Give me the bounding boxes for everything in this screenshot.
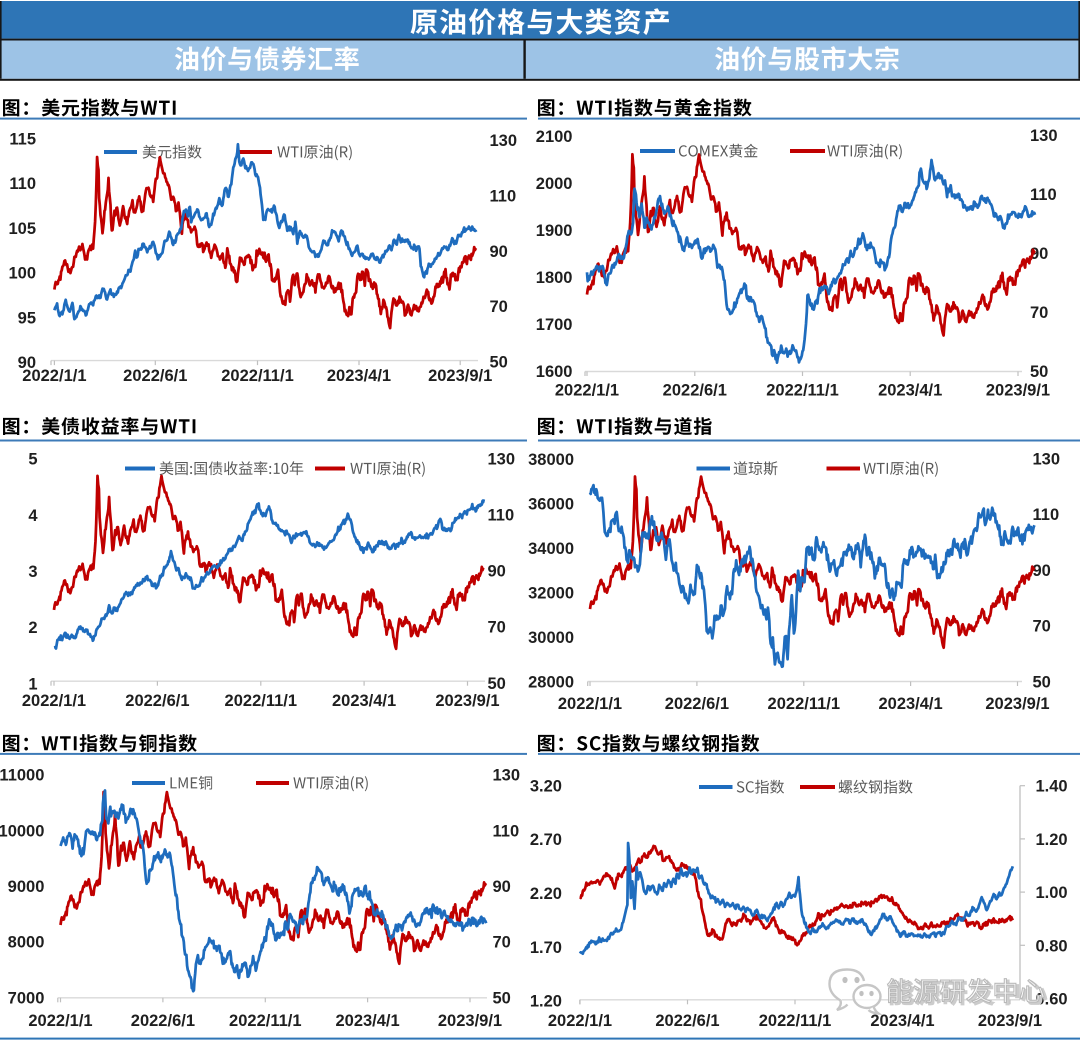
svg-text:5: 5 <box>28 451 37 469</box>
svg-text:8000: 8000 <box>8 934 45 952</box>
svg-text:11000: 11000 <box>0 767 44 785</box>
svg-text:2023/9/1: 2023/9/1 <box>986 382 1050 400</box>
svg-text:3: 3 <box>28 563 37 581</box>
svg-text:1800: 1800 <box>536 269 573 287</box>
svg-text:2022/6/1: 2022/6/1 <box>665 695 729 713</box>
svg-text:90: 90 <box>1030 245 1048 263</box>
svg-text:2023/4/1: 2023/4/1 <box>327 367 391 385</box>
svg-text:2022/1/1: 2022/1/1 <box>548 1012 612 1030</box>
svg-text:2023/9/1: 2023/9/1 <box>985 695 1049 713</box>
svg-text:110: 110 <box>493 822 520 840</box>
svg-text:9000: 9000 <box>8 878 45 896</box>
svg-text:50: 50 <box>493 989 511 1007</box>
svg-text:10000: 10000 <box>0 822 44 840</box>
svg-text:1.20: 1.20 <box>1036 831 1068 849</box>
svg-text:30000: 30000 <box>528 629 574 647</box>
svg-text:36000: 36000 <box>528 496 574 514</box>
svg-text:2022/11/1: 2022/11/1 <box>225 692 298 710</box>
svg-text:2022/6/1: 2022/6/1 <box>123 367 187 385</box>
svg-text:2023/9/1: 2023/9/1 <box>428 367 492 385</box>
svg-text:50: 50 <box>488 675 506 693</box>
svg-text:105: 105 <box>8 220 36 238</box>
svg-text:2022/11/1: 2022/11/1 <box>221 367 294 385</box>
svg-text:115: 115 <box>9 131 36 149</box>
svg-text:2: 2 <box>28 619 37 637</box>
svg-text:4: 4 <box>28 507 38 525</box>
svg-text:2022/6/1: 2022/6/1 <box>125 692 189 710</box>
svg-text:2100: 2100 <box>536 128 573 146</box>
svg-text:1: 1 <box>28 675 37 693</box>
svg-text:130: 130 <box>493 767 521 785</box>
svg-text:2000: 2000 <box>536 175 573 193</box>
svg-text:2023/9/1: 2023/9/1 <box>978 1012 1042 1030</box>
svg-text:70: 70 <box>490 298 508 316</box>
svg-text:2022/11/1: 2022/11/1 <box>229 1012 302 1030</box>
svg-text:2023/4/1: 2023/4/1 <box>335 1012 399 1030</box>
svg-text:2023/4/1: 2023/4/1 <box>870 1012 934 1030</box>
svg-text:110: 110 <box>1030 186 1057 204</box>
svg-text:2022/6/1: 2022/6/1 <box>131 1012 195 1030</box>
svg-text:2022/1/1: 2022/1/1 <box>555 382 619 400</box>
svg-text:1600: 1600 <box>536 363 573 381</box>
svg-text:90: 90 <box>493 878 511 896</box>
svg-text:28000: 28000 <box>528 673 574 691</box>
svg-text:1700: 1700 <box>536 316 573 334</box>
svg-text:2023/9/1: 2023/9/1 <box>438 1012 502 1030</box>
svg-text:1.40: 1.40 <box>1036 778 1068 796</box>
svg-text:110: 110 <box>1033 506 1060 524</box>
svg-text:2023/4/1: 2023/4/1 <box>878 695 942 713</box>
svg-text:2022/11/1: 2022/11/1 <box>768 695 841 713</box>
svg-text:70: 70 <box>1033 618 1051 636</box>
svg-text:50: 50 <box>1033 673 1051 691</box>
svg-text:2022/1/1: 2022/1/1 <box>22 367 86 385</box>
svg-text:70: 70 <box>1030 304 1048 322</box>
svg-text:90: 90 <box>18 354 36 372</box>
svg-text:1.70: 1.70 <box>530 939 562 957</box>
svg-text:2023/9/1: 2023/9/1 <box>435 692 499 710</box>
svg-text:2022/1/1: 2022/1/1 <box>558 695 622 713</box>
svg-text:2022/1/1: 2022/1/1 <box>22 692 86 710</box>
svg-text:2022/11/1: 2022/11/1 <box>759 1012 832 1030</box>
svg-text:110: 110 <box>490 187 517 205</box>
svg-text:130: 130 <box>490 132 518 150</box>
svg-text:100: 100 <box>8 265 36 283</box>
svg-text:38000: 38000 <box>528 451 574 469</box>
svg-text:32000: 32000 <box>528 585 574 603</box>
svg-text:90: 90 <box>1033 562 1051 580</box>
svg-text:50: 50 <box>490 354 508 372</box>
svg-text:130: 130 <box>488 450 516 468</box>
svg-text:2022/6/1: 2022/6/1 <box>655 1012 719 1030</box>
svg-text:130: 130 <box>1033 450 1061 468</box>
svg-text:7000: 7000 <box>8 989 45 1007</box>
svg-text:2022/11/1: 2022/11/1 <box>766 382 839 400</box>
svg-text:110: 110 <box>488 507 515 525</box>
svg-text:130: 130 <box>1030 127 1058 145</box>
svg-text:70: 70 <box>493 934 511 952</box>
svg-text:2.70: 2.70 <box>530 831 562 849</box>
svg-text:0.80: 0.80 <box>1036 937 1068 955</box>
svg-text:2023/4/1: 2023/4/1 <box>332 692 396 710</box>
svg-text:95: 95 <box>18 310 36 328</box>
svg-text:110: 110 <box>9 175 36 193</box>
svg-text:2022/6/1: 2022/6/1 <box>663 382 727 400</box>
svg-text:2023/4/1: 2023/4/1 <box>878 382 942 400</box>
svg-text:50: 50 <box>1030 363 1048 381</box>
svg-text:90: 90 <box>488 563 506 581</box>
svg-text:2022/1/1: 2022/1/1 <box>28 1012 92 1030</box>
svg-text:34000: 34000 <box>528 540 574 558</box>
svg-text:2.20: 2.20 <box>530 885 562 903</box>
svg-text:1900: 1900 <box>536 222 573 240</box>
svg-text:70: 70 <box>488 619 506 637</box>
svg-text:1.00: 1.00 <box>1036 884 1068 902</box>
svg-text:3.20: 3.20 <box>530 777 562 795</box>
svg-text:1.20: 1.20 <box>530 993 562 1011</box>
svg-text:90: 90 <box>490 243 508 261</box>
